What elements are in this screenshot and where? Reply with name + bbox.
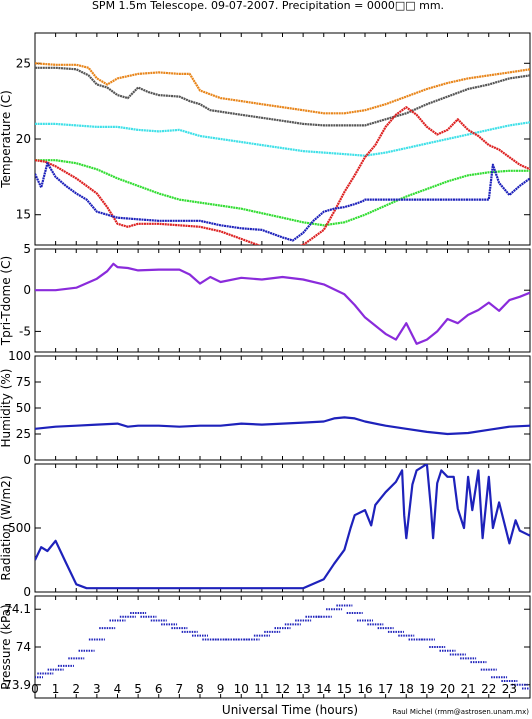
humidity-y-tick-label: 75 (16, 375, 31, 389)
tpri-tdome-panel: 5 0 -5 Tpri-Tdome (C) (0, 242, 531, 353)
x-tick-label: 20 (440, 682, 455, 696)
x-tick-label: 2 (72, 682, 80, 696)
x-tick-label: 11 (254, 682, 269, 696)
temperature-series-5-line (35, 162, 530, 242)
x-tick-label: 4 (114, 682, 122, 696)
x-tick-label: 0 (31, 682, 39, 696)
x-tick-label: 14 (316, 682, 331, 696)
pressure-y-axis-label: Pressure (kPa) (0, 604, 13, 689)
temperature-series-4-line (35, 106, 530, 245)
pressure-y-tick-label: 73.9 (4, 678, 31, 692)
tpri-tdome-y-tick-label: -5 (19, 324, 31, 338)
x-tick-label: 5 (134, 682, 142, 696)
chart-title: SPM 1.5m Telescope. 09-07-2007. Precipit… (92, 0, 444, 12)
x-tick-label: 23 (502, 682, 517, 696)
x-tick-label: 18 (399, 682, 414, 696)
x-tick-label: 15 (337, 682, 352, 696)
x-tick-label: 16 (357, 682, 372, 696)
humidity-y-tick-label: 50 (16, 401, 31, 415)
tpri-tdome-data (35, 262, 530, 345)
radiation-series-0-line (35, 464, 530, 590)
humidity-y-tick-label: 25 (16, 427, 31, 441)
radiation-y-axis-label: Radiation (W/m2) (0, 475, 13, 580)
x-tick-label: 13 (295, 682, 310, 696)
x-tick-label: 1 (52, 682, 60, 696)
x-tick-label: 19 (419, 682, 434, 696)
x-tick-label: 8 (196, 682, 204, 696)
x-tick-label: 10 (234, 682, 249, 696)
temperature-series-3-line (35, 159, 530, 227)
x-axis-tick-labels: 0 1 2 3 4 5 6 7 8 9 10 11 12 13 14 15 16 17 18 19 20 21 22 23 (31, 682, 517, 696)
tpri-tdome-y-axis-label: Tpri-Tdome (C) (0, 256, 13, 346)
x-tick-label: 21 (460, 682, 475, 696)
x-tick-label: 17 (378, 682, 393, 696)
temperature-data (35, 62, 530, 245)
x-tick-label: 7 (176, 682, 184, 696)
radiation-y-tick-label: 500 (8, 521, 31, 535)
x-tick-label: 12 (275, 682, 290, 696)
humidity-y-axis-label: Humidity (%) (0, 369, 13, 448)
temperature-y-axis-label: Temperature (C) (0, 90, 13, 189)
humidity-series-0-line (35, 416, 530, 436)
temperature-y-tick-label: 20 (16, 132, 31, 146)
radiation-frame (34, 463, 531, 593)
humidity-panel: 0 25 50 75 100 Humidity (%) (0, 349, 531, 467)
temperature-series-2-line (35, 121, 530, 157)
temperature-series-0-line (35, 62, 530, 115)
temperature-panel: 15 20 25 Temperature (C) (0, 32, 531, 246)
humidity-frame (34, 355, 531, 461)
author-credit: Raul Michel (rmm@astrosen.unam.mx) (392, 708, 529, 716)
tpri-tdome-y-tick-label: 5 (23, 242, 31, 256)
pressure-y-tick-label: 74.1 (4, 602, 31, 616)
radiation-y-tick-label: 0 (23, 585, 31, 599)
temperature-y-tick-label: 25 (16, 56, 31, 70)
tpri-tdome-y-tick-label: 0 (23, 283, 31, 297)
x-tick-label: 3 (93, 682, 101, 696)
humidity-data (35, 416, 530, 436)
tpri-tdome-series-0-line (35, 262, 530, 345)
radiation-data (35, 464, 530, 590)
temperature-frame (34, 32, 531, 246)
temperature-series-1-line (35, 66, 530, 127)
x-tick-label: 9 (217, 682, 225, 696)
pressure-data (35, 604, 530, 690)
x-tick-label: 22 (481, 682, 496, 696)
humidity-y-tick-label: 0 (23, 453, 31, 467)
temperature-y-tick-label: 15 (16, 208, 31, 222)
pressure-y-tick-label: 74 (16, 640, 31, 654)
tpri-tdome-frame (34, 248, 531, 353)
x-axis-label: Universal Time (hours) (222, 703, 358, 717)
humidity-y-tick-label: 100 (8, 349, 31, 363)
x-tick-label: 6 (155, 682, 163, 696)
